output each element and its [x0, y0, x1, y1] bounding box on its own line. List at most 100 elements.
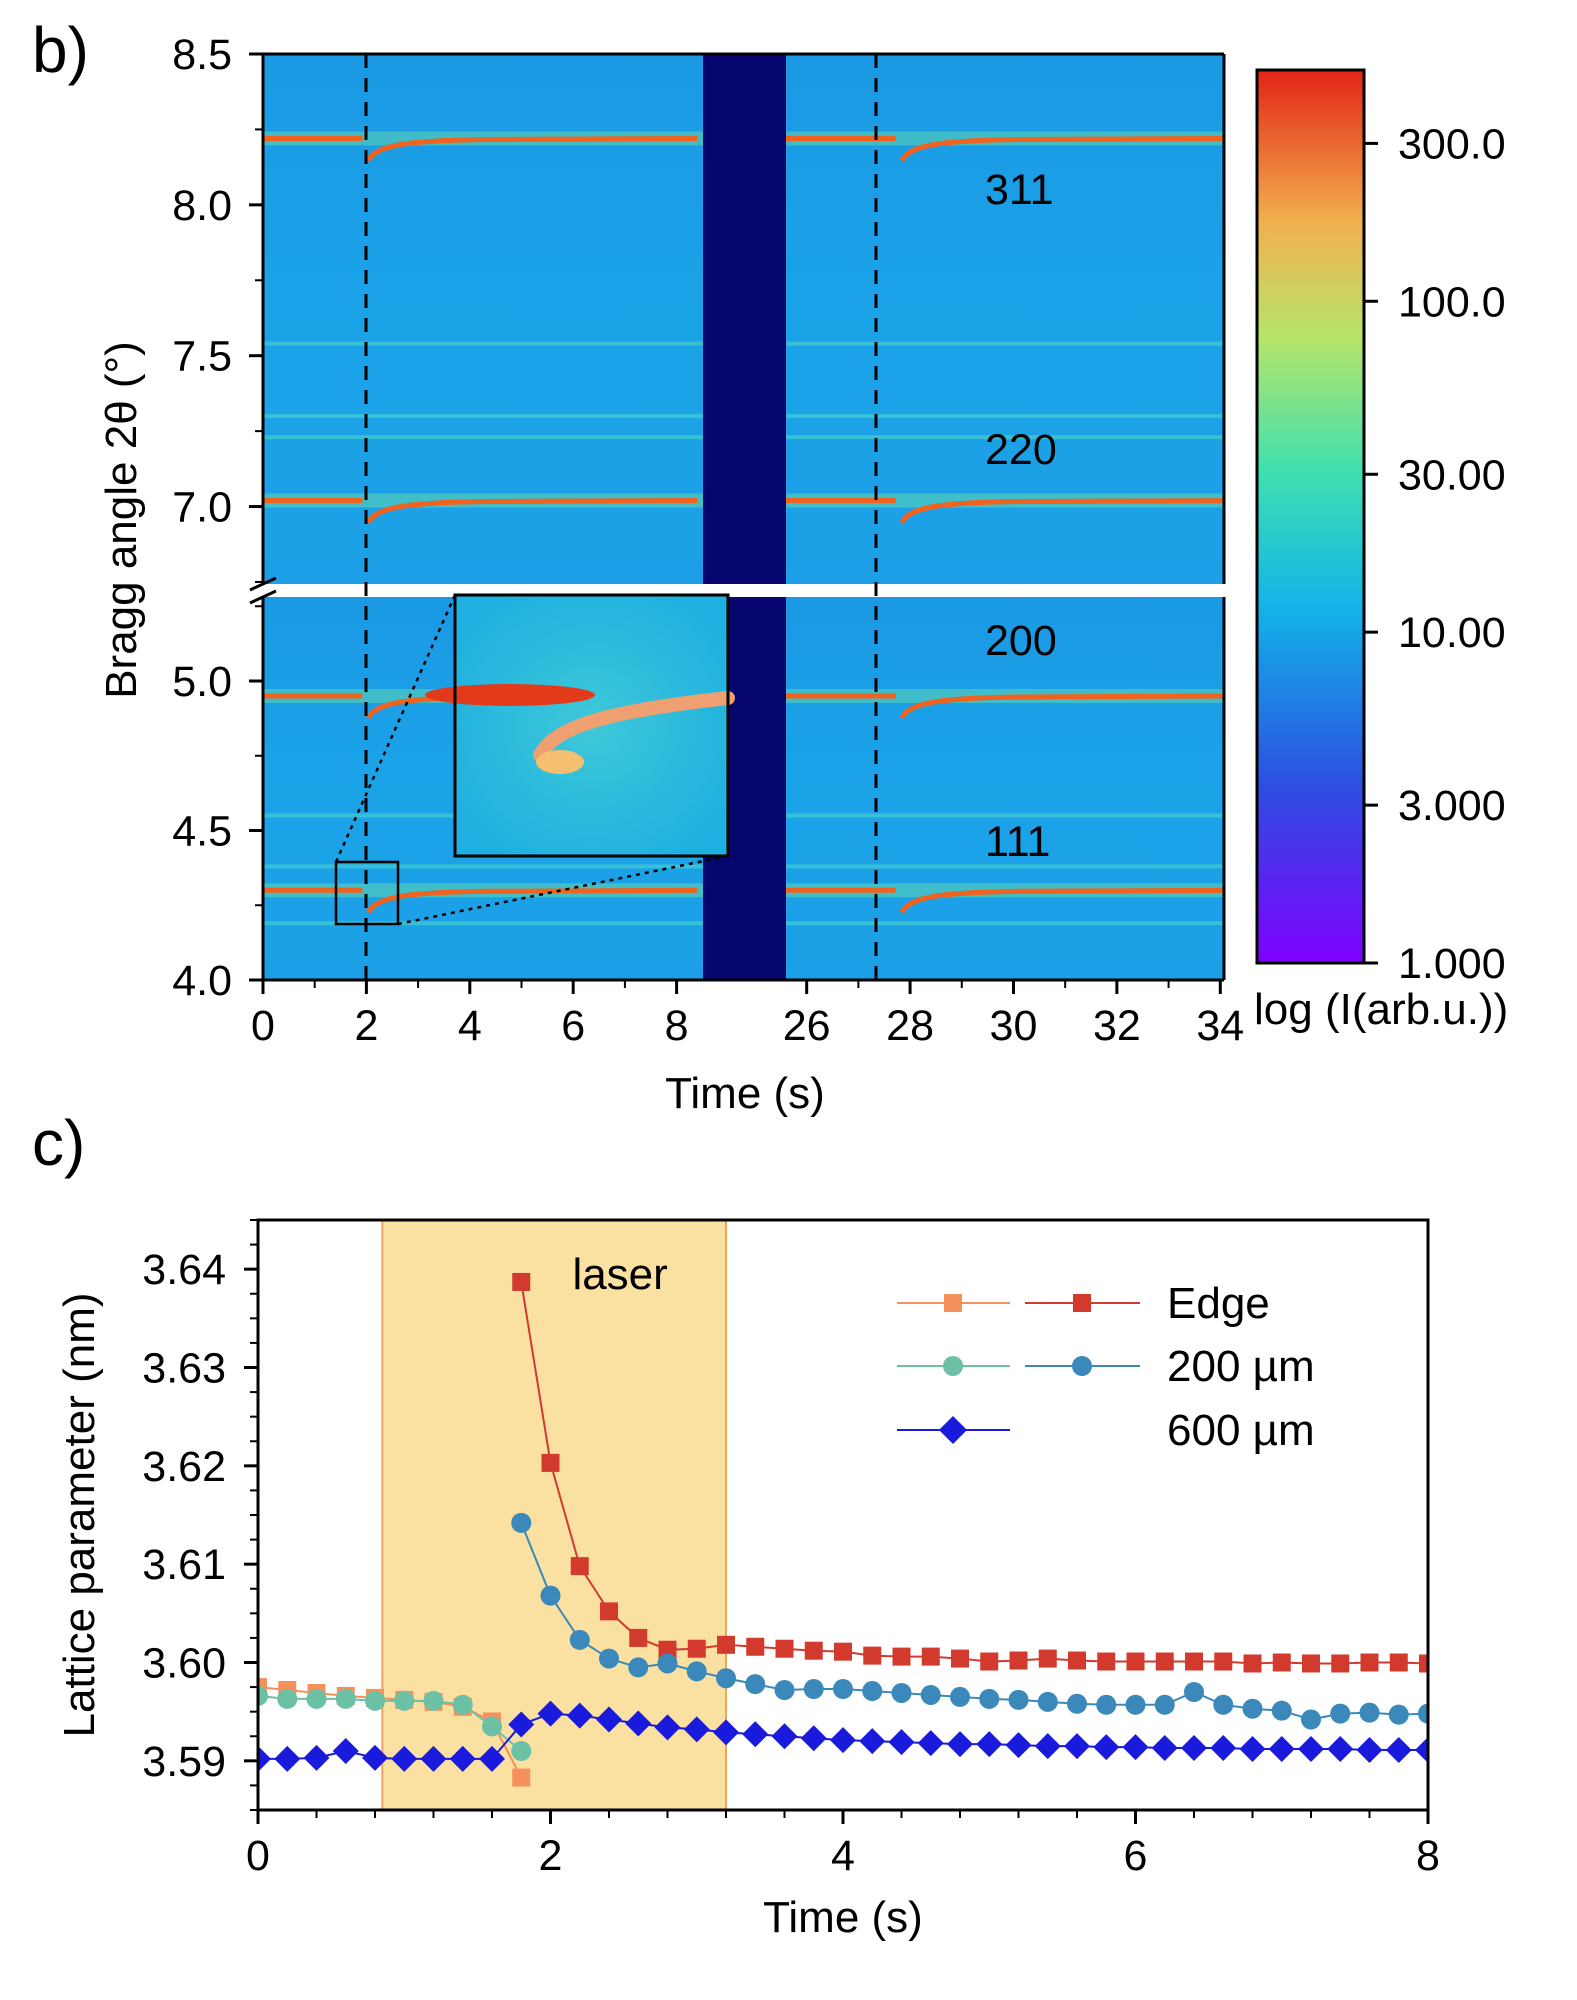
peak-label-200: 200 — [985, 617, 1057, 665]
data-point-far — [420, 1745, 447, 1772]
data-point-mid_after — [716, 1668, 736, 1689]
panel-b-label: b) — [32, 14, 89, 86]
data-point-mid_after — [1008, 1689, 1029, 1710]
data-point-mid_after — [1418, 1703, 1428, 1724]
data-point-far — [1415, 1737, 1428, 1764]
data-point-mid_after — [950, 1686, 970, 1707]
colorbar-tick-label: 30.00 — [1398, 451, 1506, 499]
data-point-mid_before — [423, 1690, 444, 1711]
data-point-mid_before — [482, 1716, 502, 1737]
heatmap-xtick-label: 30 — [990, 1002, 1038, 1050]
legend-edge-label: Edge — [1167, 1279, 1270, 1328]
zoom-source-box — [334, 860, 400, 926]
peak-311-segment-1 — [366, 135, 698, 162]
data-point-far — [479, 1745, 505, 1772]
data-point-far — [1327, 1736, 1354, 1763]
data-point-far — [800, 1725, 827, 1752]
data-point-mid_after — [1359, 1702, 1380, 1723]
heatmap-xtick-label: 2 — [354, 1002, 378, 1050]
data-point-far — [258, 1745, 271, 1772]
colorbar: 1.000 3.000 10.00 30.00 100.0 300.0 log (I(ar… — [1254, 68, 1508, 1034]
data-point-edge_before — [512, 1768, 531, 1787]
data-point-far — [888, 1729, 915, 1756]
heatmap — [263, 54, 1224, 980]
data-point-mid_after — [1271, 1700, 1292, 1721]
zoom-inset — [334, 593, 735, 926]
data-point-far — [976, 1731, 1003, 1758]
data-point-edge_after — [658, 1640, 677, 1659]
data-point-mid_after — [1242, 1698, 1263, 1719]
data-point-far — [1385, 1737, 1412, 1764]
legend-600um: 600 µm — [897, 1406, 1315, 1455]
data-point-edge_after — [600, 1602, 618, 1621]
heatmap-xtick-label: 4 — [458, 1002, 482, 1050]
data-point-edge_after — [892, 1647, 911, 1666]
data-point-mid_after — [920, 1684, 941, 1705]
inset-peak-shift — [536, 750, 584, 774]
data-point-edge_after — [1155, 1652, 1174, 1671]
axis-break-mark-1 — [249, 576, 277, 592]
lattice-xtick-label: 2 — [539, 1832, 563, 1880]
data-point-far — [917, 1730, 944, 1757]
data-point-mid_after — [1067, 1693, 1087, 1714]
data-point-edge_after — [775, 1639, 794, 1658]
data-point-edge_after — [1419, 1654, 1428, 1673]
heatmap-xtick-label: 8 — [665, 1002, 689, 1050]
zoom-connector-top — [334, 594, 457, 863]
legend-600um-label: 600 µm — [1167, 1406, 1315, 1455]
data-point-edge_after — [804, 1641, 823, 1660]
series-line-edge_before — [258, 1686, 523, 1779]
series-mid_before — [258, 1685, 532, 1761]
peak-111-segment-3 — [899, 887, 1224, 914]
data-point-mid_before — [511, 1741, 532, 1761]
data-point-mid_after — [979, 1688, 1000, 1709]
lattice-ytick-label: 3.64 — [142, 1246, 226, 1294]
data-point-mid_before — [335, 1688, 356, 1709]
legend-200um-label: 200 µm — [1167, 1342, 1315, 1391]
colorbar-tick-label: 1.000 — [1398, 940, 1506, 988]
data-point-far — [274, 1745, 301, 1772]
data-point-mid_after — [833, 1679, 853, 1700]
peak-111-segment-1 — [366, 887, 698, 914]
heatmap-axes — [249, 52, 1226, 982]
data-point-edge_after — [1243, 1654, 1262, 1673]
data-point-far — [1005, 1732, 1032, 1759]
data-point-far — [1239, 1736, 1266, 1763]
heatmap-ytick-label: 5.0 — [172, 658, 232, 706]
data-point-edge_after — [1068, 1651, 1086, 1670]
data-point-far — [1093, 1734, 1120, 1761]
heatmap-ytick-label: 7.0 — [172, 484, 232, 532]
peak-311-segment-3 — [899, 136, 1224, 162]
data-point-far — [332, 1738, 359, 1764]
legend: Edge 200 µm 600 µm — [897, 1279, 1315, 1455]
data-point-mid_after — [1301, 1709, 1321, 1730]
data-point-mid_after — [628, 1657, 649, 1678]
lattice-x-title: Time (s) — [763, 1893, 923, 1942]
data-point-far — [1298, 1736, 1324, 1763]
data-point-far — [830, 1727, 856, 1754]
peak-label-311: 311 — [985, 166, 1054, 214]
data-point-far — [596, 1706, 622, 1733]
heatmap-x-title: Time (s) — [665, 1069, 825, 1118]
series-edge_after — [512, 1272, 1428, 1673]
lattice-ytick-label: 3.59 — [142, 1738, 226, 1786]
data-point-edge_after — [541, 1453, 560, 1472]
lattice-ytick-label: 3.62 — [142, 1443, 226, 1491]
lattice-ytick-label: 3.60 — [142, 1640, 226, 1688]
data-point-edge_after — [1097, 1652, 1116, 1671]
data-point-edge_after — [746, 1637, 765, 1656]
data-point-edge_after — [1331, 1654, 1350, 1673]
heatmap-ticks: 0 2 4 6 8 26 28 30 32 34 4.0 4.5 5.0 7.0 7.5 8.0 8.5 — [172, 31, 1244, 1050]
colorbar-label: log (I(arb.u.)) — [1254, 985, 1508, 1034]
lattice-xtick-label: 6 — [1124, 1832, 1148, 1880]
data-point-far — [947, 1731, 973, 1758]
colorbar-ticks: 1.000 3.000 10.00 30.00 100.0 300.0 — [1364, 120, 1506, 988]
lattice-ticks: 0 2 4 6 8 3.59 3.60 3.61 3.62 3.63 3.64 — [142, 1219, 1440, 1880]
zoom-connector-bottom — [397, 854, 729, 926]
series-mid_after — [511, 1512, 1428, 1730]
data-point-mid_after — [540, 1585, 561, 1606]
data-point-far — [449, 1745, 476, 1772]
data-point-edge_after — [570, 1557, 589, 1576]
data-point-edge_after — [980, 1652, 999, 1671]
